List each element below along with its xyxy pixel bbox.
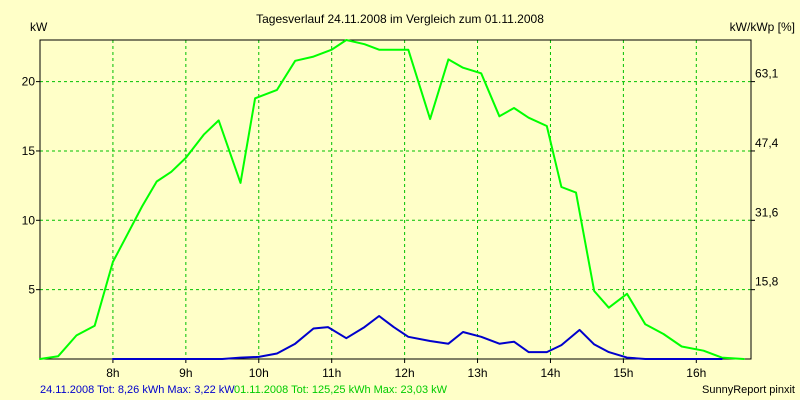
y-tick-label-left: 5 <box>28 283 35 297</box>
legend-series-2: 01.11.2008 Tot: 125,25 kWh Max: 23,03 kW <box>234 384 448 396</box>
y-tick-label-left: 10 <box>22 213 36 227</box>
series-line <box>111 315 723 360</box>
x-tick-label: 9h <box>179 366 192 380</box>
y-tick-label-right: 15,8 <box>755 275 779 289</box>
plot-frame <box>39 39 752 360</box>
x-tick-label: 10h <box>249 366 269 380</box>
y-tick-label-right: 31,6 <box>755 205 779 219</box>
tick-layer: 8h 9h 10h 11h 12h 13h 14h 15h 16h 5 10 15 20 15,8 31,6… <box>22 67 779 380</box>
credit-text: SunnyReport pinxit <box>702 384 795 396</box>
x-tick-label: 13h <box>468 366 488 380</box>
chart-title: Tagesverlauf 24.11.2008 im Vergleich zum… <box>256 12 544 26</box>
x-tick-label: 8h <box>106 366 119 380</box>
x-tick-label: 16h <box>686 366 706 380</box>
series-line <box>39 39 745 360</box>
x-tick-label: 15h <box>613 366 633 380</box>
y-tick-label-left: 20 <box>22 75 36 89</box>
grid-layer <box>40 40 751 359</box>
y-axis-label-left: kW <box>30 20 48 34</box>
series-layer <box>39 39 745 360</box>
x-tick-label: 14h <box>540 366 560 380</box>
y-tick-label-right: 47,4 <box>755 136 779 150</box>
y-tick-label-right: 63,1 <box>755 67 779 81</box>
x-tick-label: 11h <box>322 366 341 380</box>
y-axis-label-right: kW/kWp [%] <box>730 20 795 34</box>
x-tick-label: 12h <box>395 366 415 380</box>
y-tick-label-left: 15 <box>22 144 36 158</box>
legend-series-1: 24.11.2008 Tot: 8,26 kWh Max: 3,22 kW <box>40 384 235 396</box>
